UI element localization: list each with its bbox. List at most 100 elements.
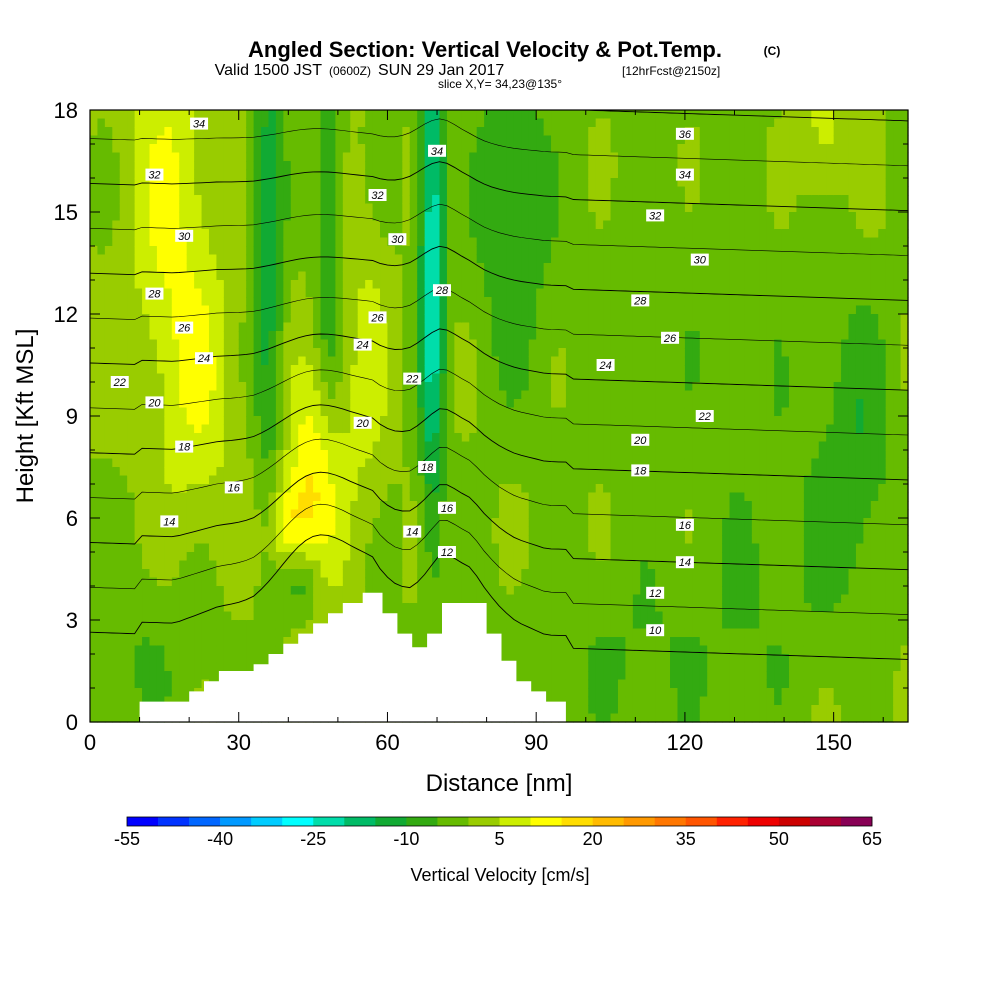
velocity-cell	[588, 390, 597, 400]
velocity-cell	[261, 577, 270, 587]
velocity-cell	[387, 195, 396, 205]
velocity-cell	[298, 314, 307, 324]
velocity-cell	[476, 297, 485, 307]
velocity-cell	[454, 577, 463, 587]
velocity-cell	[283, 152, 292, 162]
velocity-cell	[179, 679, 188, 689]
velocity-cell	[112, 620, 121, 630]
velocity-cell	[536, 594, 545, 604]
velocity-cell	[543, 390, 552, 400]
velocity-cell	[565, 110, 574, 120]
velocity-cell	[119, 696, 128, 706]
velocity-cell	[208, 373, 218, 383]
velocity-cell	[402, 433, 411, 443]
velocity-cell	[342, 331, 351, 341]
velocity-cell	[119, 492, 128, 502]
velocity-cell	[417, 569, 426, 579]
velocity-cell	[454, 254, 463, 264]
velocity-cell	[216, 339, 225, 349]
velocity-cell	[536, 509, 545, 519]
velocity-cell	[142, 144, 151, 154]
velocity-cell	[298, 152, 307, 162]
velocity-cell	[380, 373, 389, 383]
velocity-cell	[335, 569, 344, 579]
velocity-cell	[142, 390, 151, 400]
velocity-cell	[573, 594, 582, 604]
velocity-cell	[194, 407, 203, 417]
velocity-cell	[536, 475, 545, 485]
velocity-cell	[134, 441, 143, 451]
velocity-cell	[275, 509, 284, 519]
velocity-cell	[142, 110, 151, 120]
velocity-cell	[551, 152, 560, 162]
velocity-cell	[432, 365, 441, 375]
velocity-cell	[275, 586, 284, 596]
velocity-cell	[246, 169, 255, 179]
velocity-cell	[194, 569, 203, 579]
velocity-cell	[231, 645, 240, 655]
velocity-cell	[238, 594, 247, 604]
velocity-cell	[365, 569, 374, 579]
velocity-cell	[454, 518, 463, 528]
velocity-cell	[313, 135, 322, 145]
velocity-cell	[253, 654, 262, 664]
velocity-cell	[97, 178, 106, 188]
velocity-cell	[104, 637, 113, 647]
velocity-cell	[90, 433, 99, 443]
velocity-cell	[402, 118, 411, 128]
velocity-cell	[238, 509, 247, 519]
velocity-cell	[372, 212, 381, 222]
velocity-cell	[580, 416, 589, 426]
velocity-cell	[454, 280, 463, 290]
velocity-cell	[171, 467, 180, 477]
velocity-cell	[454, 169, 463, 179]
velocity-cell	[142, 654, 151, 664]
velocity-cell	[283, 399, 292, 409]
velocity-cell	[208, 535, 218, 545]
velocity-cell	[402, 305, 411, 315]
velocity-cell	[580, 586, 589, 596]
velocity-cell	[365, 305, 374, 315]
velocity-cell	[305, 127, 314, 137]
velocity-cell	[142, 246, 151, 256]
velocity-cell	[402, 535, 411, 545]
velocity-cell	[476, 373, 485, 383]
velocity-cell	[543, 654, 552, 664]
velocity-cell	[394, 399, 403, 409]
velocity-cell	[565, 671, 574, 681]
velocity-cell	[499, 203, 508, 213]
velocity-cell	[528, 671, 537, 681]
velocity-cell	[179, 314, 188, 324]
velocity-cell	[223, 518, 232, 528]
velocity-cell	[275, 152, 284, 162]
velocity-cell	[253, 254, 262, 264]
velocity-cell	[171, 314, 180, 324]
velocity-cell	[513, 314, 522, 324]
velocity-cell	[342, 144, 351, 154]
velocity-cell	[320, 509, 329, 519]
velocity-cell	[298, 577, 307, 587]
velocity-cell	[536, 212, 545, 222]
velocity-cell	[387, 331, 396, 341]
velocity-cell	[290, 484, 299, 494]
velocity-cell	[603, 186, 612, 196]
velocity-cell	[90, 620, 99, 630]
velocity-cell	[104, 110, 113, 120]
velocity-cell	[127, 237, 136, 247]
velocity-cell	[112, 654, 121, 664]
velocity-cell	[186, 178, 195, 188]
velocity-cell	[97, 152, 106, 162]
velocity-cell	[335, 110, 344, 120]
velocity-cell	[580, 212, 589, 222]
velocity-cell	[506, 484, 515, 494]
velocity-cell	[461, 203, 470, 213]
velocity-cell	[439, 135, 448, 145]
velocity-cell	[476, 271, 485, 281]
velocity-cell	[253, 501, 262, 511]
velocity-cell	[216, 628, 225, 638]
velocity-cell	[164, 433, 173, 443]
velocity-cell	[551, 365, 560, 375]
velocity-cell	[536, 271, 545, 281]
velocity-cell	[454, 118, 463, 128]
velocity-cell	[476, 305, 485, 315]
